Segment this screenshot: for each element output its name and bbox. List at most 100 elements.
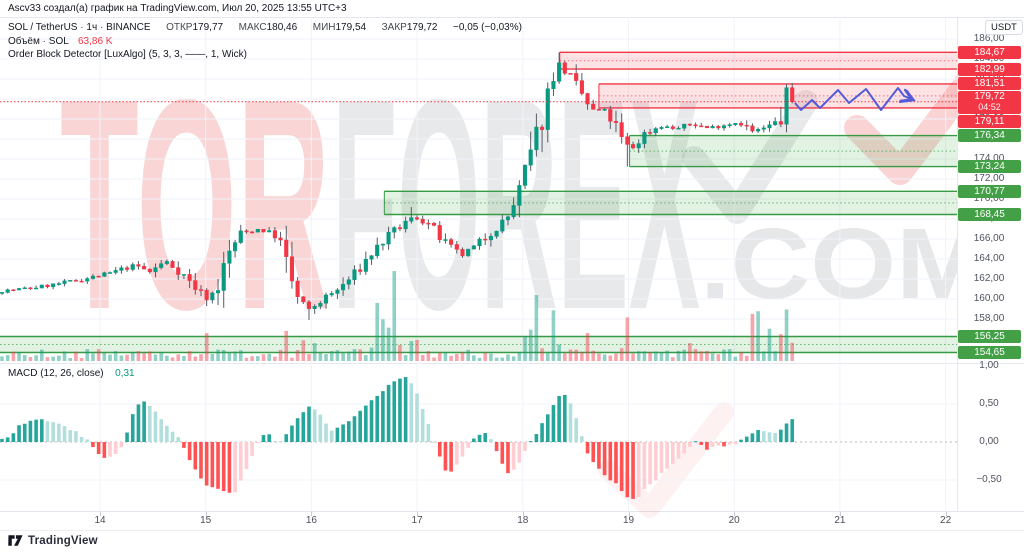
bear-candle: [187, 274, 192, 281]
volume-bar: [216, 349, 220, 361]
volume-bar: [437, 352, 442, 361]
bear-candle: [619, 122, 624, 138]
bull-candle: [181, 274, 186, 276]
bear-candle: [306, 301, 312, 310]
tradingview-brand[interactable]: TradingView: [8, 534, 98, 547]
time-axis[interactable]: 14 15 16 17 18 19 20 21 22: [0, 512, 957, 530]
bear-candle: [460, 249, 465, 257]
macd-histogram-bar: [318, 414, 323, 442]
macd-histogram-bar: [534, 434, 539, 442]
volume-bar: [472, 355, 476, 361]
macd-histogram-bar: [295, 418, 300, 442]
bull-candle: [90, 275, 96, 279]
order-block-price-label: 173,24: [958, 160, 1021, 174]
bear-candle: [198, 289, 204, 291]
volume-bar: [415, 339, 419, 361]
macd-histogram-bar: [392, 381, 397, 442]
bear-candle: [142, 265, 147, 270]
macd-histogram-bar: [511, 442, 516, 470]
bear-candle: [693, 124, 698, 127]
bear-candle: [147, 268, 152, 273]
volume-bar: [113, 351, 118, 361]
macd-histogram-bar: [727, 442, 732, 445]
volume-bar: [636, 351, 641, 361]
torforex-watermark: TOR FOREX .COM: [60, 36, 957, 518]
macd-histogram-bar: [574, 418, 578, 442]
macd-legend-row[interactable]: MACD (12, 26, close) 0,31: [8, 368, 135, 379]
bear-candle: [608, 109, 613, 122]
bull-candle: [255, 228, 260, 233]
volume-bar: [483, 352, 488, 361]
macd-histogram-bar: [267, 434, 271, 442]
close-label: ЗАКР: [381, 22, 407, 33]
time-tick-mark: [839, 512, 841, 516]
bull-candle: [210, 292, 215, 301]
pane-separator[interactable]: [0, 363, 1024, 364]
bull-candle: [505, 216, 511, 221]
volume-bar: [358, 349, 362, 361]
symbol-legend-row[interactable]: SOL / TetherUS · 1ч · BINANCE ОТКР179,77…: [8, 22, 522, 33]
macd-histogram-bar: [415, 393, 419, 442]
macd-histogram-bar: [665, 442, 669, 469]
bear-candle: [437, 225, 442, 241]
volume-bar: [534, 295, 539, 361]
bear-candle: [278, 237, 283, 241]
volume-bar: [733, 356, 738, 361]
bear-candle: [301, 296, 306, 303]
volume-value: 63,86 K: [77, 35, 113, 47]
symbol-name[interactable]: SOL / TetherUS: [8, 22, 78, 33]
order-block-price-label: 176,34: [958, 129, 1021, 143]
bull-candle: [312, 306, 317, 310]
macd-histogram-bar: [676, 442, 681, 459]
macd-histogram-bar: [136, 404, 141, 442]
bear-candle: [96, 275, 101, 278]
macd-histogram-bar: [182, 442, 186, 448]
macd-histogram-bar: [699, 442, 704, 445]
macd-histogram-bar: [506, 442, 510, 474]
macd-histogram-bar: [642, 442, 647, 489]
bull-candle: [466, 248, 471, 257]
bear-candle: [125, 267, 130, 270]
bear-candle: [11, 289, 16, 291]
interval[interactable]: 1ч: [86, 22, 98, 33]
macd-histogram-bar: [5, 437, 10, 442]
bear-candle: [574, 73, 579, 81]
volume-bar: [244, 357, 249, 361]
tradingview-logo-text: TradingView: [28, 534, 98, 547]
bull-candle: [710, 126, 715, 129]
bull-candle: [733, 123, 738, 125]
macd-histogram-bar: [523, 442, 527, 451]
bull-candle: [528, 149, 533, 166]
bull-candle: [5, 289, 10, 293]
macd-histogram-bar: [329, 430, 334, 442]
volume-bar: [199, 354, 203, 361]
macd-histogram-bar: [352, 416, 357, 442]
macd-histogram-bar: [591, 442, 596, 463]
volume-bar: [68, 357, 73, 361]
bull-candle: [221, 263, 226, 291]
zigzag-arrow-drawing[interactable]: [794, 87, 911, 111]
macd-histogram-bar: [108, 442, 112, 457]
macd-histogram-bar: [750, 433, 755, 442]
volume-bar: [688, 343, 692, 361]
volume-bar: [602, 354, 607, 361]
time-tick-mark: [734, 512, 736, 516]
volume-bar: [545, 352, 550, 361]
order-blocks-layer: [0, 51, 957, 354]
macd-histogram-bar: [375, 395, 380, 442]
macd-histogram-bar: [682, 442, 686, 454]
macd-histogram-bar: [773, 433, 777, 442]
indicator-legend-row[interactable]: Order Block Detector [LuxAlgo] (5, 3, 3,…: [8, 48, 522, 62]
tradingview-logo-icon: [8, 535, 23, 546]
volume-bar: [233, 351, 237, 361]
time-axis-separator: [0, 511, 1024, 512]
macd-histogram-bar: [483, 433, 488, 442]
price-axis[interactable]: 186,00184,00182,00180,00178,00176,00174,…: [958, 0, 1024, 553]
volume-bar: [119, 355, 124, 361]
chart-canvas[interactable]: TOR FOREX .COM: [0, 0, 957, 540]
bear-candle: [73, 280, 78, 282]
volume-legend-row[interactable]: Объём · SOL 63,86 K: [8, 35, 113, 47]
volume-bar: [11, 351, 16, 361]
macd-histogram-bar: [653, 442, 658, 481]
macd-histogram-bar: [398, 378, 402, 442]
